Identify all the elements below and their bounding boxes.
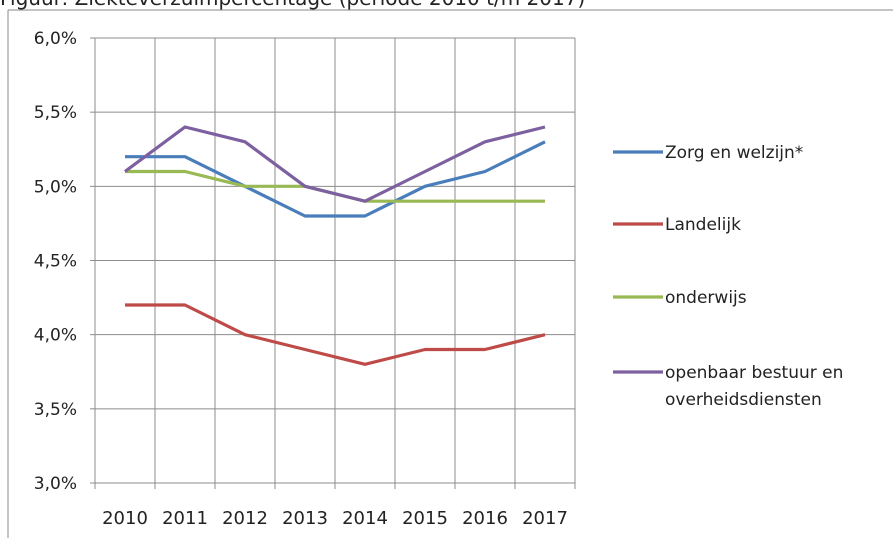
series-line — [124, 125, 546, 203]
x-tick-label: 2010 — [102, 508, 148, 529]
chart-title: Figuur: Ziekteverzuimpercentage (periode… — [0, 0, 585, 10]
series-line — [125, 140, 546, 218]
x-tick-label: 2016 — [462, 508, 508, 529]
legend-label: openbaar bestuur en overheidsdiensten — [665, 363, 843, 410]
x-tick-label: 2017 — [522, 508, 568, 529]
legend-label: onderwijs — [665, 288, 747, 308]
y-tick-label: 3,5% — [34, 400, 77, 420]
y-tick-label: 3,0% — [34, 474, 77, 494]
legend-label: Landelijk — [665, 215, 741, 235]
x-tick-label: 2011 — [162, 508, 208, 529]
x-tick-label: 2012 — [222, 508, 268, 529]
legend-label: Zorg en welzijn* — [665, 143, 803, 163]
series-line — [125, 303, 546, 366]
y-tick-label: 5,5% — [34, 103, 77, 123]
y-tick-label: 4,5% — [34, 252, 77, 272]
y-tick-label: 4,0% — [34, 326, 77, 346]
x-tick-label: 2013 — [282, 508, 328, 529]
x-tick-label: 2015 — [402, 508, 448, 529]
y-tick-label: 5,0% — [34, 177, 77, 197]
x-tick-label: 2014 — [342, 508, 388, 529]
y-tick-label: 6,0% — [34, 29, 77, 49]
